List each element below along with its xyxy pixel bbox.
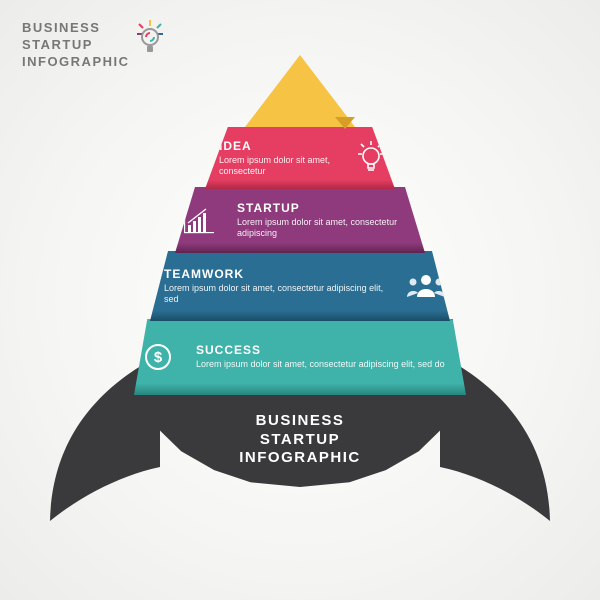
segment-fold: [382, 127, 395, 141]
segment-fold: [435, 251, 450, 265]
segment-teamwork-body: Lorem ipsum dolor sit amet, consectetur …: [164, 283, 392, 306]
nozzle-line-3: INFOGRAPHIC: [239, 449, 361, 468]
segment-teamwork-title: TEAMWORK: [164, 267, 392, 281]
rocket-tip-fold: [335, 117, 355, 129]
nozzle-title: BUSINESS STARTUP INFOGRAPHIC: [239, 412, 361, 468]
corner-line-1: BUSINESS: [22, 20, 130, 37]
rocket-nozzle: BUSINESS STARTUP INFOGRAPHIC: [135, 393, 465, 487]
segment-fold: [410, 187, 425, 201]
nozzle-line-2: STARTUP: [239, 431, 361, 450]
segment-teamwork: TEAMWORK Lorem ipsum dolor sit amet, con…: [150, 251, 450, 321]
segment-startup: STARTUP Lorem ipsum dolor sit amet, cons…: [175, 187, 425, 253]
segment-startup-title: STARTUP: [237, 201, 415, 215]
rocket-infographic: IDEA Lorem ipsum dolor sit amet, consect…: [70, 55, 530, 585]
corner-line-2: STARTUP: [22, 37, 130, 54]
segment-success-title: SUCCESS: [196, 343, 456, 357]
lightbulb-icon: [347, 140, 395, 176]
segment-idea: IDEA Lorem ipsum dolor sit amet, consect…: [205, 127, 395, 189]
corner-bulb-icon: [135, 18, 165, 56]
team-icon: [402, 273, 450, 299]
segment-startup-body: Lorem ipsum dolor sit amet, consectetur …: [237, 217, 415, 240]
nozzle-line-1: BUSINESS: [239, 412, 361, 431]
segment-fold: [451, 319, 466, 333]
svg-text:$: $: [154, 349, 163, 366]
segment-success-body: Lorem ipsum dolor sit amet, consectetur …: [196, 359, 456, 370]
segment-idea-title: IDEA: [219, 139, 337, 153]
segment-success: $ SUCCESS Lorem ipsum dolor sit amet, co…: [134, 319, 466, 395]
chart-up-icon: [175, 205, 223, 235]
segment-idea-body: Lorem ipsum dolor sit amet, consectetur: [219, 155, 337, 178]
